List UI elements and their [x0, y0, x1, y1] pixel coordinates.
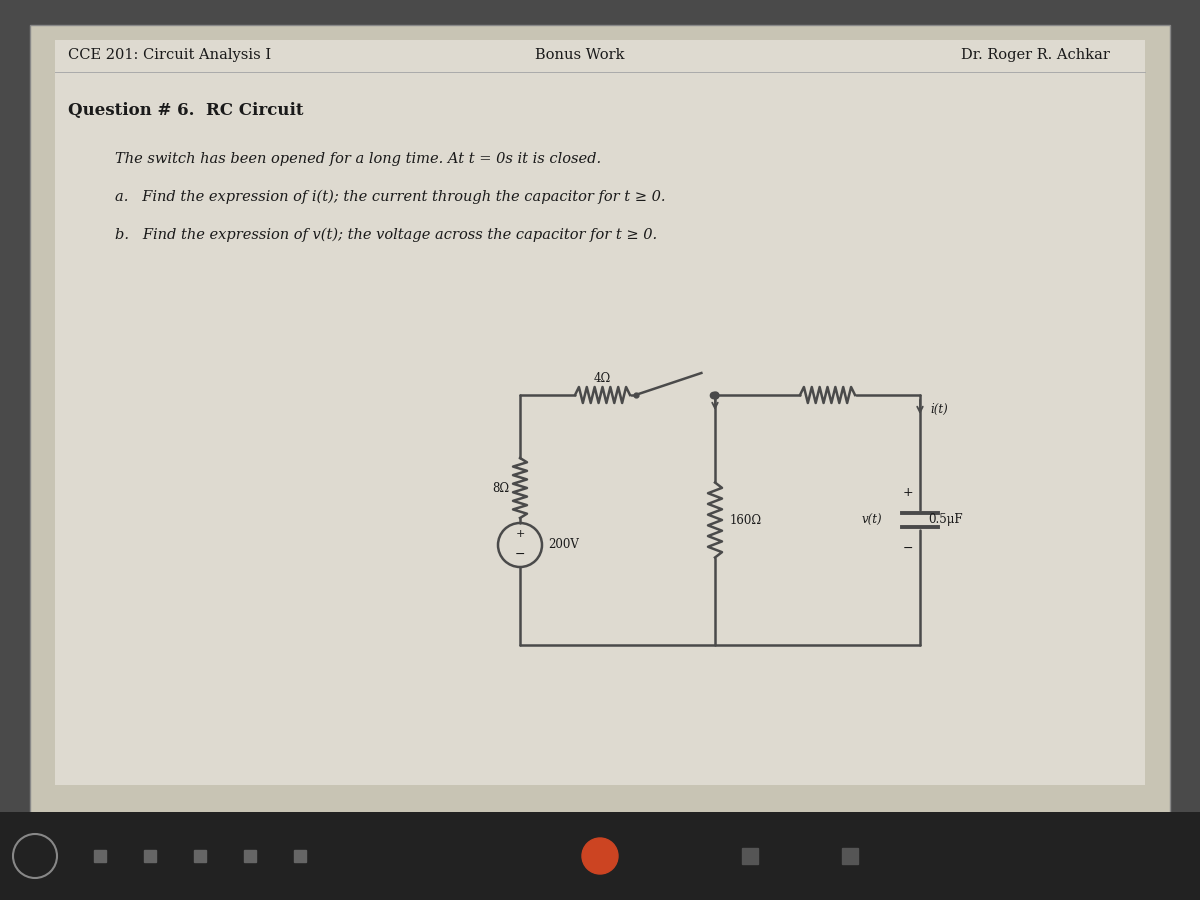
Text: +: +	[515, 529, 524, 539]
Text: Bonus Work: Bonus Work	[535, 48, 625, 62]
FancyBboxPatch shape	[0, 812, 1200, 900]
Text: +: +	[902, 485, 913, 499]
Text: Dr. Roger R. Achkar: Dr. Roger R. Achkar	[961, 48, 1110, 62]
FancyBboxPatch shape	[30, 25, 1170, 815]
Text: i(t): i(t)	[930, 402, 948, 416]
Text: CCE 201: Circuit Analysis I: CCE 201: Circuit Analysis I	[68, 48, 271, 62]
Text: −: −	[902, 542, 913, 554]
Text: 8Ω: 8Ω	[492, 482, 509, 494]
FancyBboxPatch shape	[55, 40, 1145, 785]
Text: −: −	[515, 548, 526, 562]
Text: Question # 6.  RC Circuit: Question # 6. RC Circuit	[68, 102, 304, 119]
Text: 4Ω: 4Ω	[594, 372, 611, 385]
Text: a.   Find the expression of i(t); the current through the capacitor for t ≥ 0.: a. Find the expression of i(t); the curr…	[115, 190, 666, 204]
Text: v(t): v(t)	[862, 514, 882, 526]
Circle shape	[582, 838, 618, 874]
Text: The switch has been opened for a long time. At t = 0s it is closed.: The switch has been opened for a long ti…	[115, 152, 601, 166]
Text: 0.5μF: 0.5μF	[928, 514, 962, 526]
Text: b.   Find the expression of v(t); the voltage across the capacitor for t ≥ 0.: b. Find the expression of v(t); the volt…	[115, 228, 658, 242]
Text: 200V: 200V	[548, 538, 578, 552]
Text: 160Ω: 160Ω	[730, 514, 762, 526]
